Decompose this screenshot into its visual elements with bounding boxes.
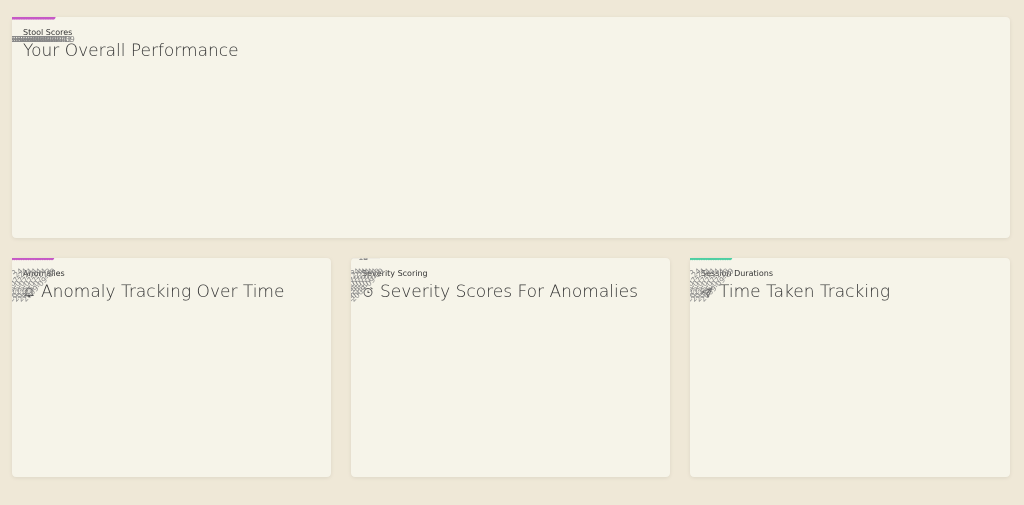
x-tick-label: 2025-07-24 <box>17 35 61 44</box>
point <box>12 258 15 261</box>
y-tick-label: 4 <box>363 258 368 262</box>
y-tick-label: 10 <box>358 258 368 262</box>
card-title: Anomaly Tracking Over Time <box>23 282 284 302</box>
card-label: Anomalies <box>23 269 65 278</box>
card-label: Session Durations <box>701 269 773 278</box>
x-tick-label: 2025-07-24 <box>12 35 56 44</box>
title-text: Severity Scores For Anomalies <box>380 282 638 302</box>
card-label: Severity Scoring <box>362 269 428 278</box>
x-tick-label: 2025-07-24 <box>12 35 36 44</box>
card: Anomalies Anomaly Tracking Over Time 012… <box>12 258 331 477</box>
x-tick-label: 2009-09-09 <box>31 35 75 44</box>
card: Session Durations Time Taken Tracking 01… <box>690 258 1010 477</box>
y-tick-label: 12 <box>358 258 368 262</box>
bell-icon <box>23 287 35 297</box>
chart: 02468101214162009-09-092025-07-232025-07… <box>351 258 386 304</box>
x-tick-label: 2025-07-11 <box>29 35 73 44</box>
x-tick-label: 2025-07-24 <box>19 35 63 44</box>
point <box>690 258 693 261</box>
card: Stool Scores Your Overall Performance 01… <box>12 17 1010 238</box>
y-tick-label: 6 <box>363 258 368 262</box>
y-tick-label: 14 <box>358 258 368 262</box>
title-text: Anomaly Tracking Over Time <box>41 282 285 302</box>
y-tick-label: 2 <box>363 258 368 262</box>
card-label: Stool Scores <box>23 28 73 37</box>
card-title: Severity Scores For Anomalies <box>362 282 638 302</box>
y-tick-label: 16 <box>358 258 368 262</box>
alarm-icon <box>363 287 373 297</box>
title-text: Time Taken Tracking <box>719 282 891 302</box>
card-title: Your Overall Performance <box>23 41 239 61</box>
chart: 01020304050607080901002009-09-092025-07-… <box>12 17 75 44</box>
x-tick-label: 2025-07-24 <box>22 35 66 44</box>
chart: 01020302009-09-092025-07-232025-07-24202… <box>690 258 736 304</box>
x-tick-label: 2025-07-24 <box>12 35 39 44</box>
x-tick-label: 2025-07-24 <box>24 35 68 44</box>
point <box>12 17 15 20</box>
x-tick-label: 2025-07-24 <box>12 35 48 44</box>
card-title: Time Taken Tracking <box>701 282 890 302</box>
y-tick-label: 8 <box>363 258 368 262</box>
y-tick-label: 0 <box>363 258 368 262</box>
x-tick-label: 2025-07-24 <box>12 35 41 44</box>
send-icon <box>701 287 713 298</box>
x-tick-label: 2025-07-24 <box>12 35 46 44</box>
x-tick-label: 2025-07-24 <box>12 35 44 44</box>
card: Severity Scoring Severity Scores For Ano… <box>351 258 670 477</box>
x-tick-label: 2025-07-24 <box>12 35 53 44</box>
title-text: Your Overall Performance <box>23 41 239 61</box>
x-tick-label: 2025-07-23 <box>26 35 70 44</box>
chart: 0123452009-09-092025-07-232025-07-242025… <box>12 258 58 304</box>
x-tick-label: 2025-07-24 <box>12 35 51 44</box>
x-tick-label: 2025-07-24 <box>14 35 58 44</box>
x-tick-label: 2025-08-05 <box>12 35 34 44</box>
